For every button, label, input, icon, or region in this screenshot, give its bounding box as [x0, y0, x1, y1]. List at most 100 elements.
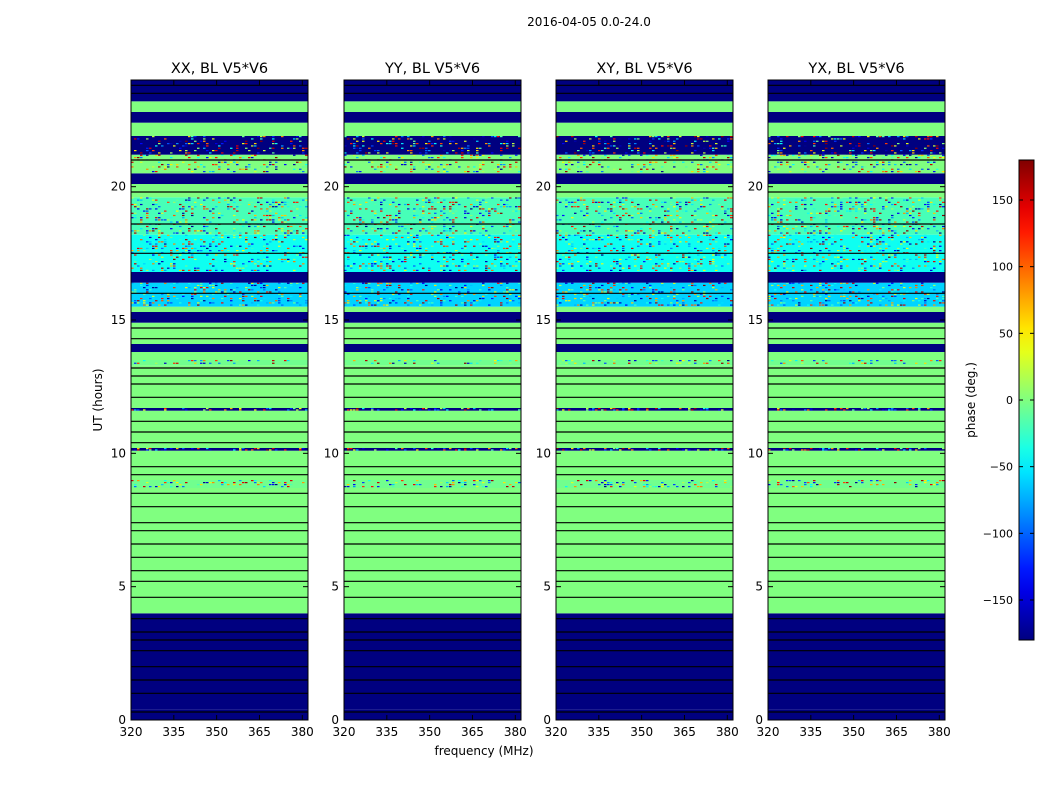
noise-cell [798, 302, 801, 304]
noise-cell [894, 289, 897, 291]
noise-cell [443, 258, 446, 261]
noise-cell [694, 199, 697, 201]
noise-cell [870, 241, 873, 243]
noise-cell [422, 254, 425, 256]
noise-cell [134, 203, 137, 206]
noise-cell [712, 199, 715, 201]
noise-cell [278, 297, 281, 300]
noise-cell [849, 291, 852, 293]
noise-cell [149, 362, 152, 364]
noise-cell [676, 150, 679, 152]
noise-cell [155, 245, 158, 247]
noise-cell [798, 152, 801, 154]
noise-cell [646, 295, 649, 297]
noise-cell [185, 408, 188, 410]
noise-cell [350, 212, 353, 214]
noise-cell [679, 408, 682, 410]
noise-cell [179, 482, 182, 484]
noise-cell [840, 197, 843, 199]
noise-cell [801, 243, 804, 245]
noise-cell [840, 265, 843, 267]
noise-cell [284, 360, 287, 362]
noise-cell [464, 304, 467, 306]
noise-cell [900, 284, 903, 287]
noise-cell [703, 284, 706, 287]
noise-cell [131, 302, 134, 304]
noise-cell [227, 236, 230, 239]
noise-cell [628, 295, 631, 297]
noise-cell [837, 138, 840, 140]
noise-cell [287, 409, 290, 411]
noise-cell [518, 217, 521, 219]
noise-cell [795, 360, 798, 362]
noise-cell [176, 143, 179, 145]
noise-cell [347, 449, 350, 451]
noise-cell [143, 263, 146, 265]
noise-cell [891, 234, 894, 236]
noise-cell [440, 269, 443, 272]
noise-cell [410, 164, 413, 166]
noise-cell [592, 247, 595, 250]
noise-cell [482, 161, 485, 163]
noise-cell [864, 228, 867, 230]
noise-cell [272, 201, 275, 203]
noise-cell [506, 282, 509, 284]
noise-cell [921, 241, 924, 243]
noise-cell [224, 254, 227, 256]
band [556, 488, 733, 614]
noise-cell [897, 289, 900, 291]
noise-cell [377, 362, 380, 364]
noise-cell [173, 201, 176, 203]
noise-cell [365, 201, 368, 203]
noise-cell [933, 225, 936, 228]
noise-cell [843, 289, 846, 291]
noise-cell [371, 362, 374, 364]
noise-cell [143, 234, 146, 236]
noise-cell [428, 232, 431, 234]
noise-cell [768, 304, 771, 306]
noise-cell [598, 287, 601, 289]
noise-cell [509, 206, 512, 208]
noise-cell [771, 214, 774, 217]
noise-cell [368, 147, 371, 149]
noise-cell [383, 247, 386, 250]
noise-cell [927, 208, 930, 210]
noise-cell [203, 243, 206, 245]
noise-cell [293, 230, 296, 232]
noise-cell [694, 360, 697, 362]
noise-cell [831, 236, 834, 239]
noise-cell [688, 236, 691, 239]
noise-cell [571, 448, 574, 450]
noise-cell [831, 138, 834, 140]
noise-cell [194, 136, 197, 138]
noise-cell [610, 408, 613, 410]
noise-cell [783, 304, 786, 306]
noise-cell [556, 261, 559, 263]
noise-cell [843, 258, 846, 261]
noise-cell [233, 484, 236, 486]
noise-cell [263, 265, 266, 267]
noise-cell [401, 147, 404, 149]
noise-cell [795, 225, 798, 228]
noise-cell [613, 261, 616, 263]
noise-cell [395, 297, 398, 300]
noise-cell [607, 166, 610, 168]
noise-cell [476, 480, 479, 482]
noise-cell [467, 152, 470, 154]
noise-cell [356, 217, 359, 219]
noise-cell [574, 304, 577, 306]
noise-cell [730, 250, 733, 252]
noise-cell [583, 239, 586, 241]
noise-cell [667, 232, 670, 234]
noise-cell [356, 409, 359, 411]
noise-cell [628, 214, 631, 217]
noise-cell [179, 484, 182, 486]
noise-cell [362, 230, 365, 232]
noise-cell [167, 166, 170, 168]
noise-cell [503, 295, 506, 297]
noise-cell [491, 225, 494, 228]
noise-cell [140, 161, 143, 163]
noise-cell [353, 138, 356, 140]
band [344, 488, 521, 614]
noise-cell [813, 360, 816, 362]
